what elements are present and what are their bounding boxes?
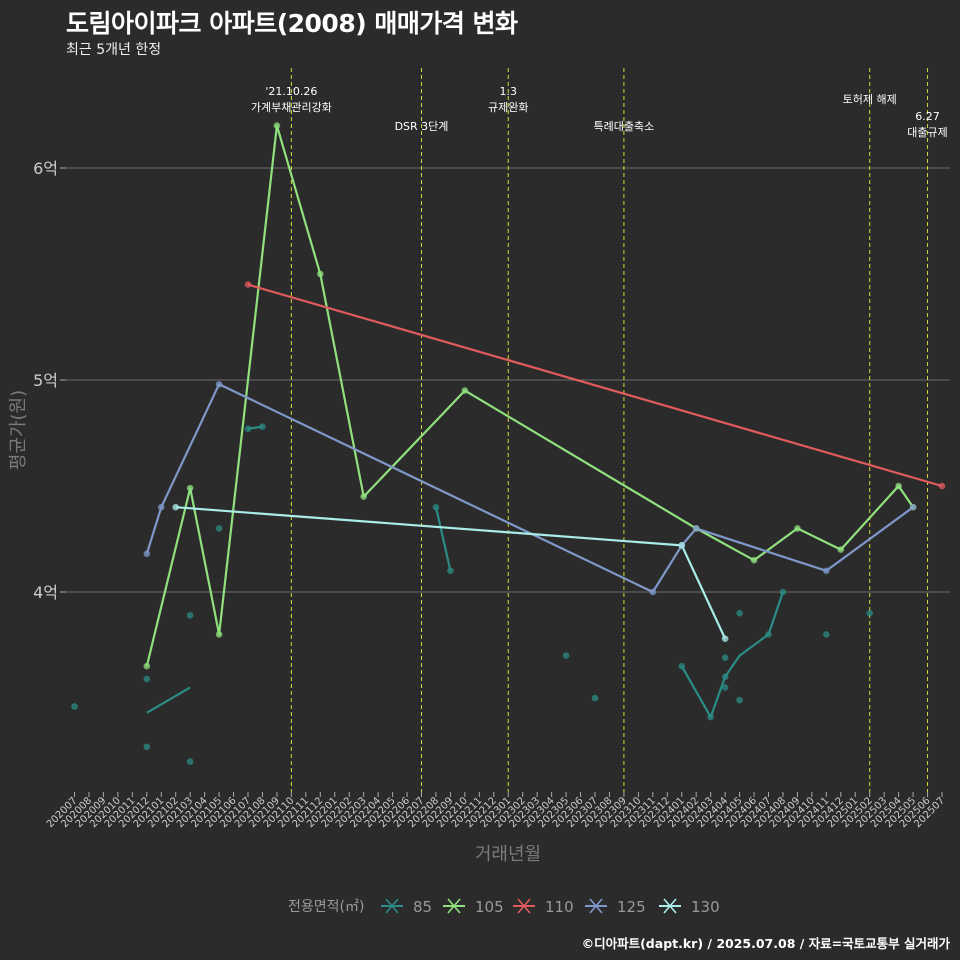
data-point-85	[736, 696, 743, 704]
y-axis-title: 평균가(원)	[8, 390, 29, 470]
series-line-85	[146, 686, 191, 714]
series-line-110	[247, 283, 943, 488]
data-point-105	[273, 122, 281, 129]
series-line-125	[145, 383, 914, 594]
data-point-85	[765, 631, 772, 638]
data-point-85	[143, 743, 151, 751]
policy-annotation-label: 가계부채관리강화	[251, 101, 332, 114]
y-tick-label: 4억	[33, 583, 58, 602]
data-point-125	[143, 550, 151, 558]
data-point-85	[721, 684, 729, 691]
data-point-125	[909, 503, 917, 511]
data-point-85	[866, 609, 874, 617]
data-point-105	[316, 270, 324, 278]
chart-title: 도림아이파크 아파트(2008) 매매가격 변화	[66, 9, 518, 38]
data-point-85	[736, 609, 743, 617]
series-line-85	[680, 591, 785, 719]
x-axis-title: 거래년월	[475, 844, 541, 865]
y-axis-ticks: 4억 5억 6억	[33, 159, 66, 602]
legend-label: 110	[545, 898, 574, 916]
data-point-110	[938, 482, 946, 490]
legend-item-110: 110	[513, 898, 574, 916]
legend-swatch-cross	[663, 898, 677, 914]
legend-title: 전용면적(㎡)	[288, 899, 364, 915]
chart-subtitle: 최근 5개년 한정	[66, 42, 162, 58]
legend-item-85: 85	[381, 898, 432, 916]
legend-label: 125	[617, 898, 646, 916]
data-point-105	[360, 493, 367, 500]
data-point-85	[591, 694, 599, 702]
legend-swatch-cross	[589, 898, 603, 914]
data-point-130	[678, 542, 686, 549]
policy-annotation-label: DSR 3단계	[395, 120, 449, 133]
data-point-85	[186, 612, 194, 619]
legend-swatch-cross	[385, 898, 399, 914]
data-point-85	[71, 703, 78, 710]
data-point-85	[215, 525, 223, 532]
data-point-85	[259, 423, 266, 430]
data-point-85	[244, 425, 252, 433]
data-point-125	[157, 503, 165, 511]
grid-lines	[60, 167, 950, 593]
data-point-85	[186, 758, 194, 765]
legend-label: 130	[691, 898, 720, 916]
data-point-85	[721, 673, 729, 681]
data-point-105	[143, 662, 151, 670]
data-point-105	[895, 482, 902, 490]
data-point-125	[823, 567, 830, 575]
series-lines	[145, 124, 943, 719]
data-point-105	[794, 525, 801, 532]
legend-label: 105	[475, 898, 504, 916]
data-point-85	[779, 588, 787, 596]
data-point-85	[721, 654, 729, 662]
source-caption: ©디아파트(dapt.kr) / 2025.07.08 / 자료=국토교통부 실…	[581, 936, 950, 951]
data-point-85	[823, 631, 830, 638]
policy-annotation-label: 대출규제	[907, 126, 947, 139]
legend-swatch-cross	[517, 898, 531, 914]
policy-annotation-label: 특례대출축소	[594, 120, 655, 133]
legend-item-105: 105	[443, 898, 504, 916]
legend-item-125: 125	[585, 898, 646, 916]
data-point-105	[837, 546, 845, 553]
policy-annotation-label: '21.10.26	[265, 85, 317, 98]
data-point-85	[432, 503, 440, 511]
data-point-105	[215, 631, 223, 638]
y-tick-label: 5억	[33, 371, 58, 390]
data-point-85	[143, 675, 151, 683]
data-point-85	[678, 662, 686, 670]
data-point-125	[649, 588, 657, 596]
legend-swatch-cross	[447, 898, 461, 914]
y-tick-label: 6억	[33, 159, 58, 178]
data-point-110	[244, 281, 252, 288]
policy-annotation-label: 6.27	[915, 110, 940, 123]
data-point-125	[692, 525, 700, 532]
data-point-130	[172, 503, 180, 511]
data-point-130	[721, 635, 729, 642]
data-point-85	[562, 652, 570, 659]
data-point-105	[750, 556, 758, 564]
legend-label: 85	[413, 898, 432, 916]
series-line-85	[434, 506, 452, 572]
data-point-85	[707, 713, 714, 721]
data-point-105	[186, 484, 194, 492]
policy-event-lines	[290, 68, 929, 792]
series-points	[71, 122, 946, 765]
policy-annotation-label: 규제완화	[488, 101, 528, 114]
legend: 전용면적(㎡) 85 105 110 125 130	[288, 898, 720, 916]
legend-item-130: 130	[659, 898, 720, 916]
data-point-125	[215, 380, 223, 388]
data-point-105	[461, 387, 469, 394]
x-axis-ticks: 2020072020082020092020102020112020122021…	[45, 792, 947, 830]
policy-annotation-label: 토허제 해제	[843, 92, 897, 106]
series-line-105	[145, 124, 915, 667]
data-point-85	[447, 567, 454, 575]
policy-annotation-label: 1.3	[500, 85, 518, 98]
